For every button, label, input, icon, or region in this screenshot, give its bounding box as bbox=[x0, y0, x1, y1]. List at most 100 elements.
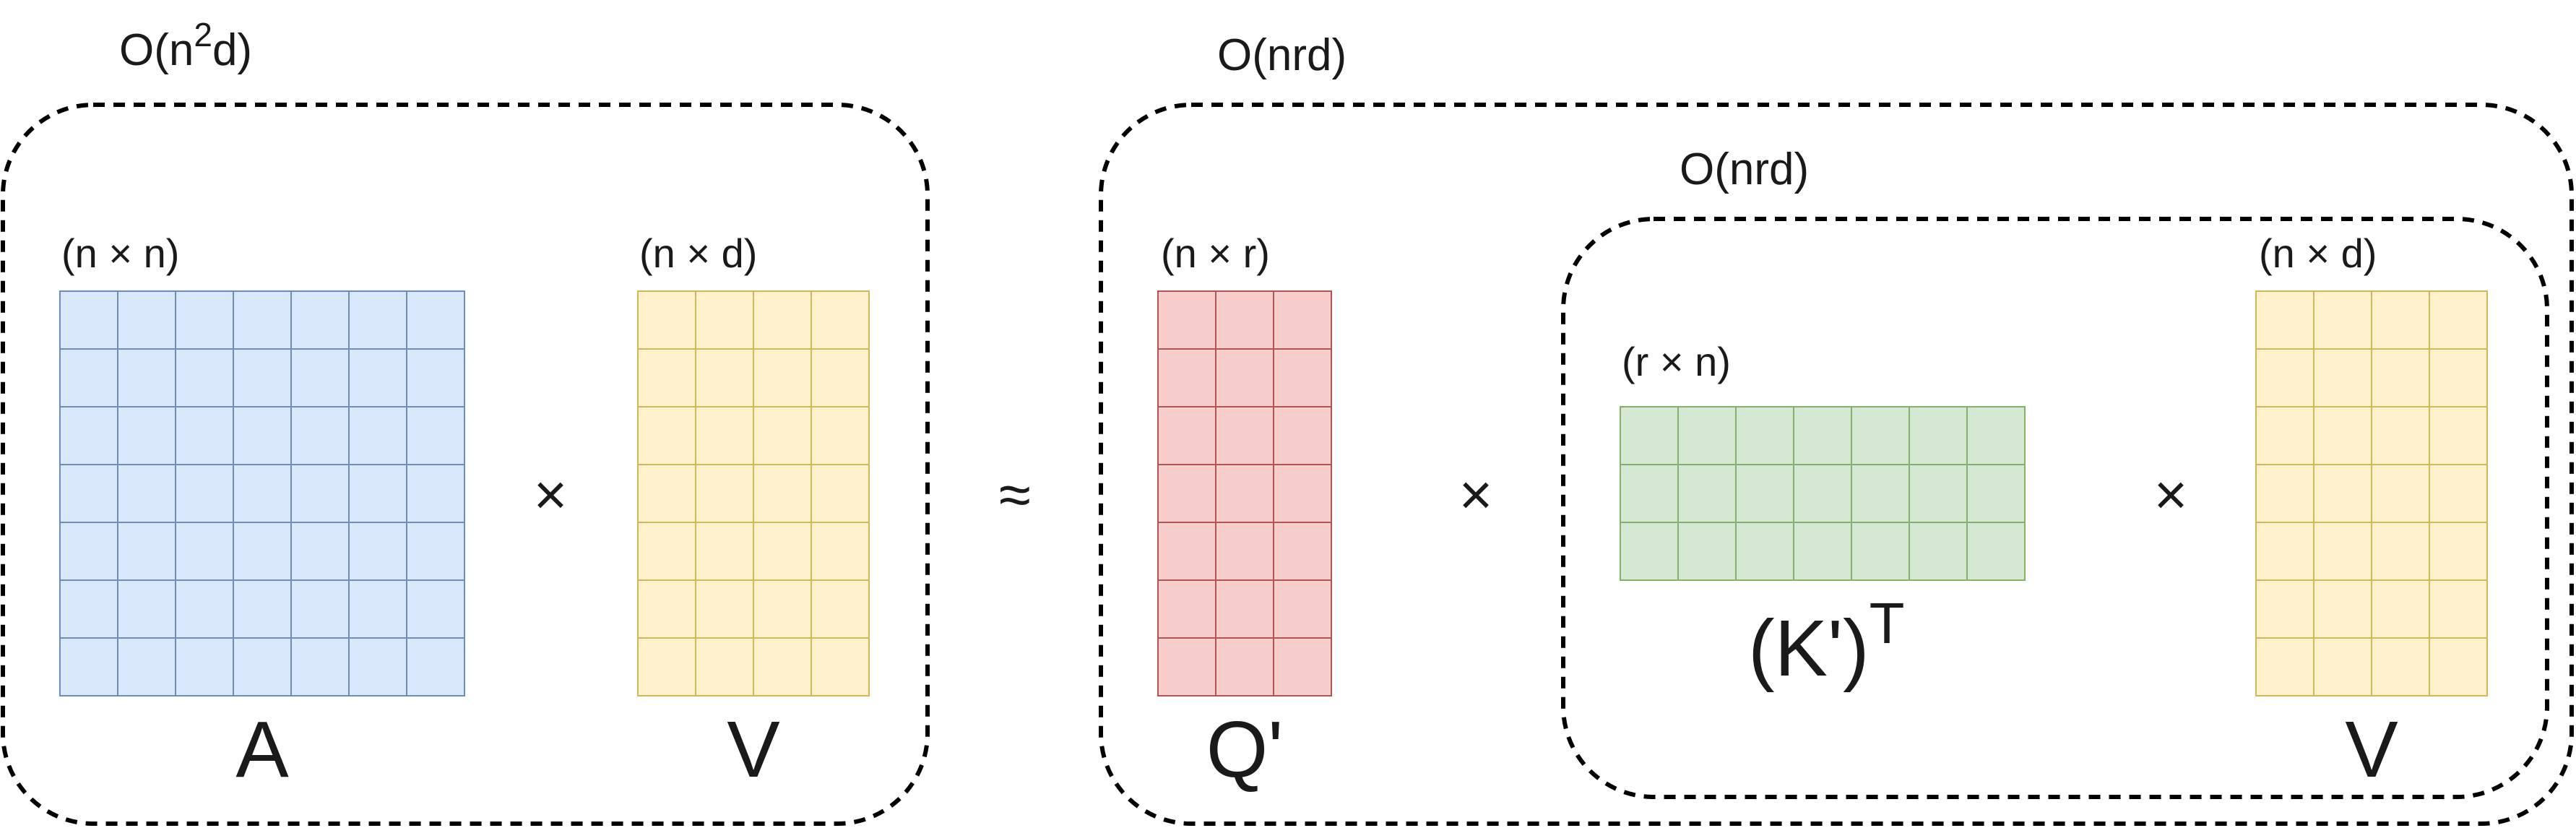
matrix-v-dims: (n × d) bbox=[639, 230, 757, 276]
matrix-a-cell bbox=[406, 348, 465, 407]
matrix-v2-dims: (n × d) bbox=[2259, 230, 2377, 276]
matrix-v2-cell bbox=[2313, 290, 2372, 350]
matrix-q-grid bbox=[1157, 290, 1332, 697]
matrix-v2-cell bbox=[2371, 579, 2430, 639]
matrix-k-cell bbox=[1620, 464, 1679, 523]
matrix-v-cell bbox=[695, 290, 754, 350]
matrix-k-cell bbox=[1966, 406, 2026, 465]
matrix-v-cell bbox=[637, 637, 696, 697]
matrix-v-grid bbox=[637, 290, 870, 697]
matrix-k-cell bbox=[1966, 464, 2026, 523]
matrix-q-cell bbox=[1273, 637, 1332, 697]
matrix-a-cell bbox=[348, 579, 407, 639]
matrix-a-cell bbox=[175, 522, 234, 581]
matrix-a-cell bbox=[117, 464, 176, 523]
matrix-q-cell bbox=[1157, 522, 1216, 581]
matrix-a-cell bbox=[59, 464, 118, 523]
matrix-k-cell bbox=[1735, 464, 1794, 523]
exact-attention-boundary bbox=[1, 103, 930, 826]
matrix-a-cell bbox=[290, 522, 350, 581]
matrix-q-cell bbox=[1157, 579, 1216, 639]
matrix-a-cell bbox=[175, 348, 234, 407]
lowrank-complexity-label: O(nrd) bbox=[1217, 30, 1347, 80]
matrix-a-cell bbox=[117, 348, 176, 407]
matrix-a-cell bbox=[59, 406, 118, 465]
exact-complexity-label: O(n2d) bbox=[119, 16, 252, 75]
matrix-v2-cell bbox=[2313, 637, 2372, 697]
matrix-v2-cell bbox=[2255, 290, 2314, 350]
matrix-a-cell bbox=[290, 579, 350, 639]
matrix-v2-cell bbox=[2371, 637, 2430, 697]
matrix-v2-cell bbox=[2371, 464, 2430, 523]
lowrank-attention-boundary bbox=[1099, 103, 2574, 826]
matrix-q-cell bbox=[1157, 290, 1216, 350]
matrix-a-dims: (n × n) bbox=[61, 230, 179, 276]
matrix-a-name: A bbox=[235, 705, 289, 794]
matrix-q-cell bbox=[1157, 406, 1216, 465]
matrix-k-dims: (r × n) bbox=[1622, 339, 1731, 384]
matrix-q-cell bbox=[1157, 464, 1216, 523]
matrix-k-cell bbox=[1851, 406, 1910, 465]
matrix-q-cell bbox=[1273, 290, 1332, 350]
exact-complexity-base: O(n bbox=[119, 25, 194, 75]
matrix-v-cell bbox=[637, 406, 696, 465]
matrix-v2-cell bbox=[2313, 522, 2372, 581]
matrix-v2-cell bbox=[2255, 464, 2314, 523]
matrix-v2-cell bbox=[2429, 522, 2488, 581]
matrix-q-name: Q' bbox=[1206, 705, 1284, 794]
matrix-k-transpose: T bbox=[1870, 591, 1905, 655]
matrix-v-cell bbox=[637, 464, 696, 523]
lowrank-attention-group: O(nrd) (n × r) Q' × O(nrd) (r × n) (K')T… bbox=[1099, 30, 2574, 826]
matrix-v2-cell bbox=[2313, 579, 2372, 639]
matrix-k-cell bbox=[1793, 522, 1852, 581]
matrix-k-grid bbox=[1620, 406, 2026, 581]
matrix-a-cell bbox=[175, 464, 234, 523]
matrix-v-cell bbox=[753, 406, 812, 465]
matrix-a-cell bbox=[59, 579, 118, 639]
matrix-q-cell bbox=[1157, 637, 1216, 697]
matrix-v2-cell bbox=[2429, 579, 2488, 639]
matrix-v-cell bbox=[811, 406, 870, 465]
matrix-a-cell bbox=[233, 290, 292, 350]
matrix-a-cell bbox=[290, 406, 350, 465]
matrix-v-cell bbox=[637, 348, 696, 407]
matrix-a-cell bbox=[233, 464, 292, 523]
matrix-q-cell bbox=[1273, 522, 1332, 581]
matrix-v2-cell bbox=[2371, 348, 2430, 407]
matrix-v-cell bbox=[695, 522, 754, 581]
inner-product-group: O(nrd) (r × n) (K')T × (n × d) V bbox=[1561, 145, 2549, 799]
matrix-v2-name: V bbox=[2345, 705, 2398, 794]
matrix-v2-cell bbox=[2429, 290, 2488, 350]
matrix-q-cell bbox=[1273, 406, 1332, 465]
matrix-a-cell bbox=[175, 406, 234, 465]
times-operator-1: × bbox=[1459, 462, 1493, 527]
matrix-q-cell bbox=[1215, 348, 1274, 407]
times-operator-2: × bbox=[2154, 462, 2188, 527]
matrix-v2-cell bbox=[2255, 348, 2314, 407]
matrix-a-cell bbox=[406, 290, 465, 350]
matrix-k-cell bbox=[1620, 406, 1679, 465]
matrix-q-cell bbox=[1215, 522, 1274, 581]
matrix-a-cell bbox=[117, 522, 176, 581]
matrix-k-cell bbox=[1966, 522, 2026, 581]
matrix-v-cell bbox=[695, 637, 754, 697]
matrix-a-cell bbox=[290, 290, 350, 350]
matrix-q-cell bbox=[1157, 348, 1216, 407]
times-operator: × bbox=[534, 462, 568, 527]
matrix-a-cell bbox=[59, 290, 118, 350]
matrix-a-cell bbox=[348, 290, 407, 350]
matrix-a-cell bbox=[233, 637, 292, 697]
matrix-v-cell bbox=[637, 522, 696, 581]
matrix-v2-cell bbox=[2255, 522, 2314, 581]
matrix-q-cell bbox=[1215, 637, 1274, 697]
matrix-a-cell bbox=[290, 348, 350, 407]
matrix-v2-cell bbox=[2371, 406, 2430, 465]
inner-product-boundary bbox=[1561, 217, 2549, 799]
matrix-k-cell bbox=[1851, 522, 1910, 581]
matrix-q-cell bbox=[1273, 348, 1332, 407]
exact-complexity-exponent: 2 bbox=[194, 16, 212, 53]
matrix-k-cell bbox=[1620, 522, 1679, 581]
matrix-k-cell bbox=[1677, 522, 1737, 581]
matrix-k-cell bbox=[1735, 522, 1794, 581]
